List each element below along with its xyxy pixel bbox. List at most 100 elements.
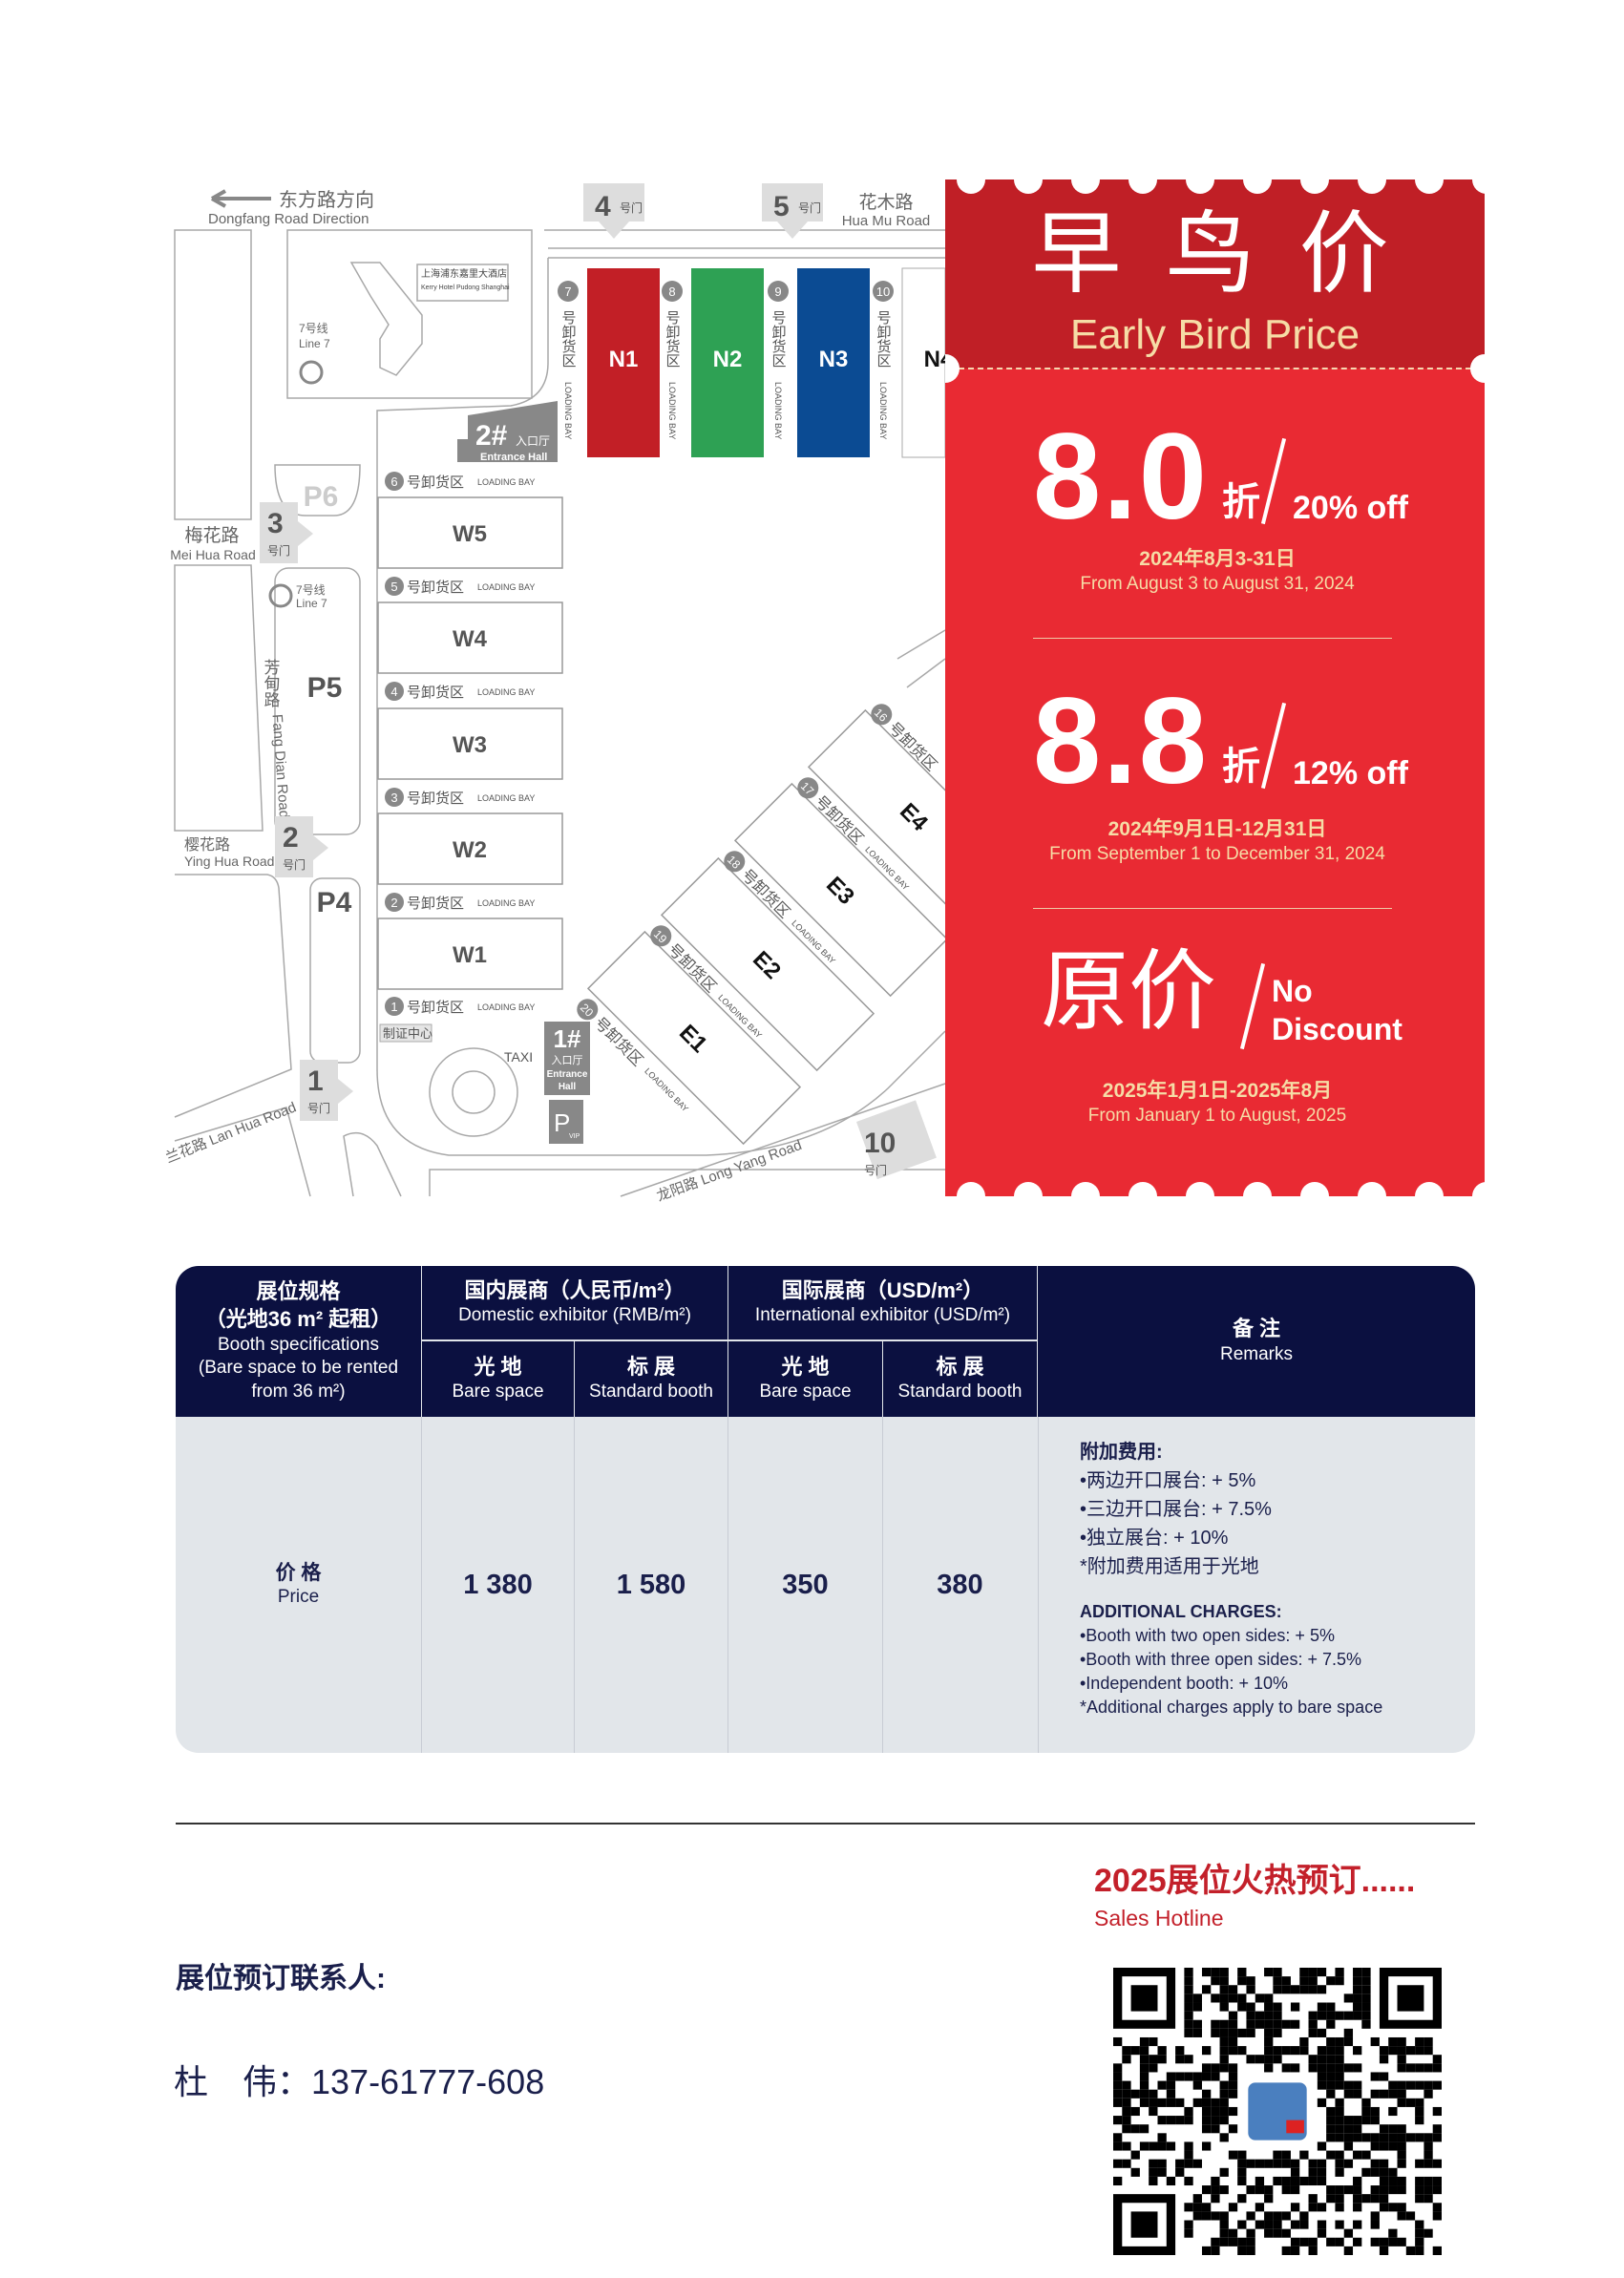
gate-suffix: 号门: [620, 200, 643, 215]
tier2-off: 12% off: [1293, 755, 1408, 791]
gate-suffix: 号门: [267, 543, 290, 558]
title-zh: 早 鸟 价: [1031, 203, 1399, 304]
road-label: Dongfang Road Direction: [208, 211, 369, 227]
gate-5: 5 号门: [762, 183, 823, 239]
bay-number-badge: [650, 925, 672, 947]
bay-label: 号卸货区: [875, 310, 892, 368]
hall-outline: [733, 782, 949, 998]
early-bird-price-panel: 早 鸟 价 Early Bird Price 8.0 折 20% off 202…: [945, 179, 1485, 1196]
remarks-zh: 备 注: [1232, 1317, 1281, 1341]
gate-number: 2: [283, 822, 299, 854]
gate-2: 2 号门: [275, 816, 328, 877]
metro-label: Line 7: [299, 337, 330, 350]
tier1-off: 20% off: [1293, 490, 1408, 526]
scallop: [1186, 179, 1214, 194]
scallop: [1186, 1182, 1214, 1196]
bay-number: 6: [390, 475, 397, 489]
bay-number-badge: [724, 851, 746, 873]
remark-line: •三边开口展台: + 7.5%: [1080, 1499, 1272, 1520]
hall-label: W2: [453, 837, 487, 863]
bay-number-badge: [385, 472, 404, 491]
domestic-en: Domestic exhibitor (RMB/m²): [458, 1305, 691, 1326]
gate-number: 3: [267, 508, 284, 539]
arrow-left-icon: [211, 189, 271, 208]
road-label: 芳甸路: [262, 659, 281, 707]
bay-number: 5: [390, 580, 397, 594]
bay-label: 号卸货区: [407, 1000, 464, 1016]
bay-number: 10: [876, 285, 890, 299]
gate-number: 5: [773, 191, 790, 222]
divider: [1033, 908, 1392, 909]
bay-label-en: LOADING BAY: [477, 687, 535, 697]
sales-hotline-label: Sales Hotline: [1094, 1906, 1224, 1930]
bay-number: 3: [390, 791, 397, 805]
scallop: [1071, 179, 1100, 194]
metro-icon: [299, 360, 324, 385]
scallop: [1358, 1182, 1386, 1196]
scallop: [1014, 179, 1043, 194]
bay-label: 号卸货区: [407, 896, 464, 912]
tier1-date-en: From August 3 to August 31, 2024: [1080, 574, 1355, 594]
bay-number: 8: [668, 285, 675, 299]
price-domestic-bare: 1 380: [463, 1569, 533, 1600]
tier2-zhe: 折: [1222, 746, 1260, 788]
remark-line: •Independent booth: + 10%: [1080, 1674, 1288, 1693]
hall-W1: [377, 918, 563, 990]
road-label: Ying Hua Road: [184, 854, 274, 869]
scallop: [957, 179, 985, 194]
remarks-en-title: ADDITIONAL CHARGES:: [1080, 1602, 1282, 1621]
bay-label: 号卸货区: [407, 791, 464, 807]
row-label: 价 格 Price: [176, 1417, 421, 1753]
hall-W2: [377, 812, 563, 885]
price-international-bare: 350: [782, 1569, 829, 1600]
bay-label: 号卸货区: [664, 310, 681, 368]
road-label: 花木路: [858, 192, 913, 213]
entrance-label: Hall: [559, 1082, 577, 1092]
section-divider: [176, 1823, 1475, 1825]
hall-label: N3: [819, 347, 849, 372]
title-en: Early Bird Price: [1069, 311, 1360, 358]
entrance-label: 入口厅: [516, 434, 550, 448]
hotel-label: 上海浦东嘉里大酒店: [421, 267, 507, 280]
scallop: [1300, 1182, 1329, 1196]
hall-outline: [586, 930, 802, 1146]
bay-number-badge: [768, 281, 789, 302]
col-divider: [574, 1417, 575, 1753]
hall-W5: [377, 496, 563, 569]
domestic-zh: 国内展商（人民币/m²）: [464, 1277, 685, 1302]
hall-N4: [901, 267, 946, 458]
qr-code[interactable]: [1113, 1968, 1442, 2255]
bay-number: 9: [774, 285, 781, 299]
entrance-label: Entrance: [547, 1069, 588, 1080]
gate-suffix: 号门: [307, 1101, 330, 1115]
tier1-date-zh: 2024年8月3-31日: [1139, 548, 1296, 570]
cert-center-label: 制证中心: [383, 1026, 432, 1041]
bay-number-badge: [871, 704, 893, 726]
sub-zh: 光 地: [781, 1354, 830, 1379]
remarks-en: Remarks: [1219, 1343, 1293, 1364]
gate-marker: [762, 183, 823, 221]
col-divider: [882, 1417, 883, 1753]
remark-line: *Additional charges apply to bare space: [1080, 1698, 1383, 1717]
gate-number: 1: [307, 1065, 324, 1097]
slash: [1260, 437, 1287, 525]
bay-number: 4: [390, 685, 397, 699]
gate-4: 4 号门: [583, 183, 644, 239]
vip-parking-label: VIP: [569, 1133, 580, 1140]
spec-en1: Booth specifications: [218, 1334, 379, 1355]
entrance-hall-1: [544, 1022, 590, 1095]
bay-number-badge: [797, 777, 819, 799]
hall-label: W4: [453, 626, 488, 652]
bay-number-badge: [385, 997, 404, 1016]
bay-number-badge: [577, 999, 599, 1021]
cert-center-box: [379, 1023, 432, 1043]
hall-label: N1: [609, 347, 639, 372]
bay-label: 号卸货区: [770, 310, 787, 368]
contact-phone[interactable]: 杜 伟：137-61777-608: [174, 2062, 545, 2101]
bay-number: 7: [564, 285, 571, 299]
road-label: 樱花路: [184, 836, 230, 854]
metro-icon: [268, 583, 293, 608]
bay-number-badge: [385, 788, 404, 807]
divider: [1033, 638, 1392, 639]
